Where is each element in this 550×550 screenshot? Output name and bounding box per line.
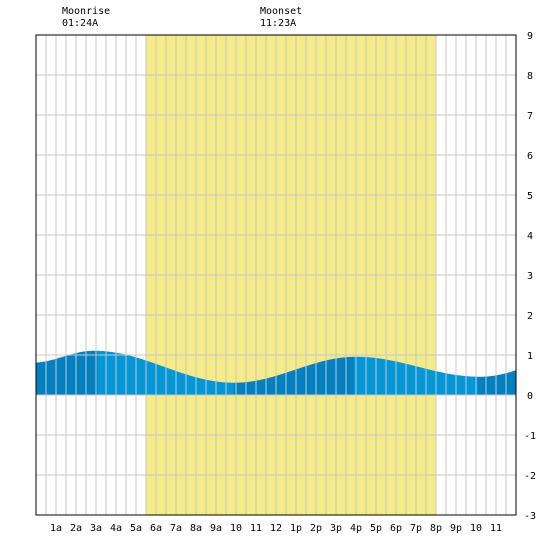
x-tick-label: 6p — [390, 523, 402, 534]
x-tick-label: 3a — [90, 523, 102, 534]
x-tick-label: 7a — [170, 523, 182, 534]
x-tick-label: 2a — [70, 523, 82, 534]
x-tick-label: 2p — [310, 523, 322, 534]
x-tick-label: 1p — [290, 523, 302, 534]
x-tick-label: 8p — [430, 523, 442, 534]
y-tick-label: 8 — [527, 71, 533, 82]
x-tick-label: 10 — [470, 523, 482, 534]
moonset-label: Moonset 11:23A — [260, 6, 302, 30]
moonrise-title: Moonrise — [62, 6, 111, 17]
y-tick-label: -3 — [524, 511, 536, 522]
x-tick-label: 9p — [450, 523, 462, 534]
x-tick-label: 4a — [110, 523, 122, 534]
y-tick-label: 6 — [527, 151, 533, 162]
x-tick-label: 11 — [250, 523, 262, 534]
x-tick-label: 12 — [270, 523, 282, 534]
x-tick-label: 4p — [350, 523, 362, 534]
y-tick-label: 1 — [527, 351, 533, 362]
x-tick-label: 9a — [210, 523, 222, 534]
x-tick-label: 6a — [150, 523, 162, 534]
moonset-title: Moonset — [260, 6, 303, 17]
y-tick-label: 2 — [527, 311, 533, 322]
x-tick-label: 5a — [130, 523, 142, 534]
x-tick-label: 3p — [330, 523, 342, 534]
moonrise-label: Moonrise 01:24A — [62, 6, 110, 30]
y-tick-label: 7 — [527, 111, 533, 122]
x-tick-label: 10 — [230, 523, 242, 534]
y-tick-label: 9 — [527, 31, 533, 42]
plot-border — [35, 34, 517, 516]
y-tick-label: 0 — [527, 391, 533, 402]
tide-area-segment-3 — [233, 356, 355, 396]
x-tick-label: 11 — [490, 523, 502, 534]
x-tick-label: 8a — [190, 523, 202, 534]
y-tick-label: 5 — [527, 191, 533, 202]
x-tick-label: 7p — [410, 523, 422, 534]
y-tick-label: 4 — [527, 231, 533, 242]
y-tick-label: -2 — [524, 471, 536, 482]
moonrise-time: 01:24A — [62, 18, 99, 29]
x-tick-label: 1a — [50, 523, 62, 534]
y-tick-label: 3 — [527, 271, 533, 282]
x-tick-label: 5p — [370, 523, 382, 534]
moonset-time: 11:23A — [260, 18, 297, 29]
y-tick-label: -1 — [524, 431, 536, 442]
